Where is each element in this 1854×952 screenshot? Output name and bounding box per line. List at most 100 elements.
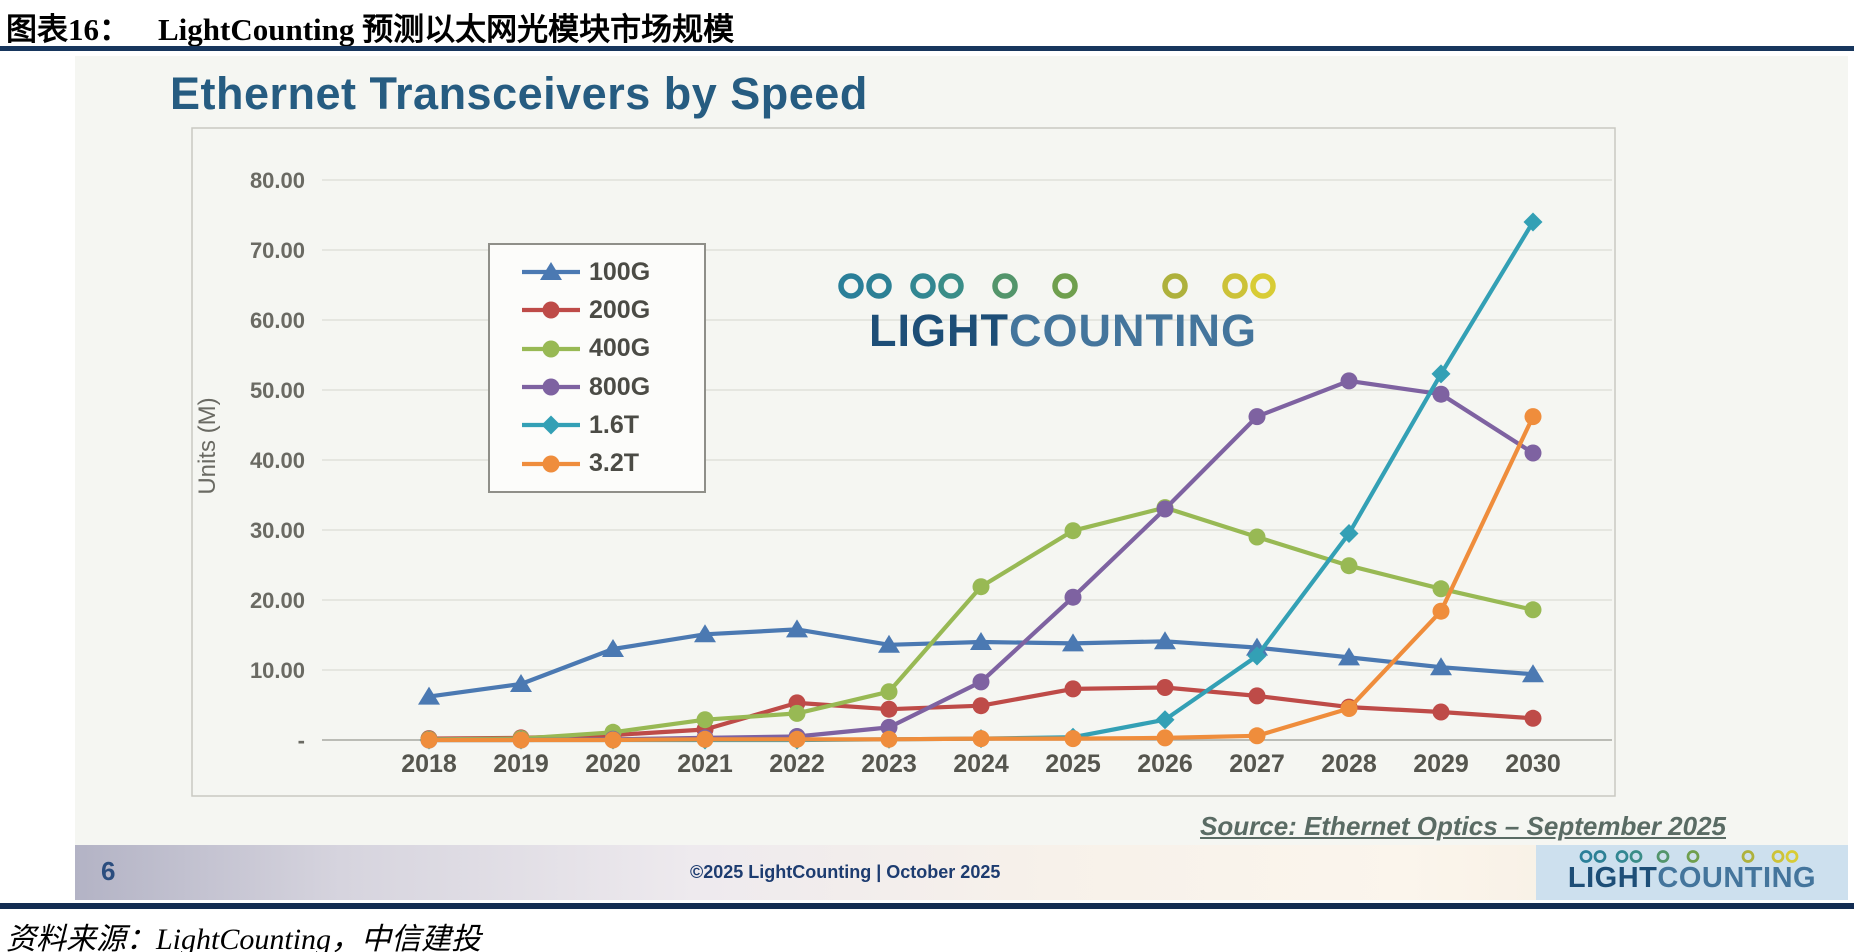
data-point	[542, 455, 560, 473]
data-point	[1154, 631, 1176, 650]
data-point	[1248, 687, 1266, 705]
legend-marker-icon	[522, 378, 580, 396]
data-point	[788, 730, 806, 748]
logo-counting-text: COUNTING	[1008, 305, 1257, 356]
lightcounting-chain-icon	[1574, 850, 1810, 863]
legend-label: 200G	[589, 295, 651, 324]
data-point	[972, 578, 990, 596]
data-point	[418, 686, 440, 705]
x-tick-label: 2019	[493, 750, 549, 778]
data-point	[696, 730, 714, 748]
data-point	[880, 730, 898, 748]
data-point	[880, 700, 898, 718]
data-point	[1522, 664, 1544, 683]
page-number: 6	[101, 856, 116, 886]
data-point	[972, 697, 990, 715]
data-point	[1156, 500, 1174, 518]
data-point	[1064, 680, 1082, 698]
footer-lightcounting-logo: LIGHTCOUNTING	[1536, 845, 1848, 900]
legend-label: 800G	[589, 372, 651, 401]
x-tick-label: 2023	[861, 750, 917, 778]
x-tick-label: 2026	[1137, 750, 1193, 778]
data-point	[1064, 522, 1082, 540]
data-point	[786, 619, 808, 638]
data-point	[1432, 580, 1450, 598]
data-point	[541, 415, 561, 435]
lightcounting-chain-icon	[827, 273, 1299, 299]
series-100G	[418, 619, 1544, 705]
chart-legend: 100G 200G 400G 800G 1.6T 3.2T	[488, 243, 706, 493]
data-point	[1431, 364, 1451, 384]
data-point	[1432, 385, 1450, 403]
data-point	[1524, 444, 1542, 462]
legend-item-100G: 100G	[520, 254, 704, 290]
x-tick-label: 2029	[1413, 750, 1469, 778]
y-tick-label: 50.00	[250, 378, 305, 403]
y-tick-label: 20.00	[250, 588, 305, 613]
y-axis-title: Units (M)	[194, 397, 221, 494]
data-point	[1155, 710, 1175, 730]
y-tick-label: -	[298, 728, 305, 753]
lightcounting-logo: LIGHTCOUNTING	[823, 269, 1303, 353]
legend-label: 100G	[589, 257, 651, 286]
data-point	[1432, 602, 1450, 620]
data-point	[1248, 727, 1266, 745]
legend-label: 400G	[589, 334, 651, 363]
data-point	[1430, 657, 1452, 676]
header-divider	[0, 46, 1854, 51]
data-point	[542, 378, 560, 396]
legend-marker-icon	[522, 340, 580, 358]
data-point	[788, 704, 806, 722]
data-point	[972, 673, 990, 691]
line-chart: 80.00 70.00 60.00 50.00 40.00 30.00 20.00 10.00…	[191, 127, 1616, 797]
data-point	[1340, 372, 1358, 390]
series-3.2T	[420, 408, 1542, 749]
y-tick-label: 40.00	[250, 448, 305, 473]
bottom-divider	[0, 903, 1854, 909]
figure-label: 图表16：	[6, 12, 130, 47]
data-point	[1156, 729, 1174, 747]
chart-title: Ethernet Transceivers by Speed	[170, 68, 868, 119]
y-tick-label: 70.00	[250, 238, 305, 263]
x-tick-label: 2028	[1321, 750, 1377, 778]
x-tick-label: 2018	[401, 750, 457, 778]
data-point	[420, 731, 438, 749]
legend-item-3.2T: 3.2T	[520, 446, 704, 482]
copyright-text: ©2025 LightCounting | October 2025	[690, 862, 1001, 882]
data-point	[602, 639, 624, 657]
data-point	[696, 711, 714, 729]
source-note: Source: Ethernet Optics – September 2025	[1200, 811, 1726, 841]
x-tick-label: 2021	[677, 750, 733, 778]
slide-image: Ethernet Transceivers by Speed 80.00 70.0…	[75, 56, 1848, 900]
data-point	[1524, 709, 1542, 727]
y-tick-label: 60.00	[250, 308, 305, 333]
data-point	[1524, 408, 1542, 426]
data-point	[880, 718, 898, 736]
data-point	[1340, 557, 1358, 575]
data-point	[542, 301, 560, 319]
legend-item-1.6T: 1.6T	[520, 407, 704, 443]
data-point	[1062, 633, 1084, 652]
data-point	[540, 262, 562, 281]
data-point	[1338, 647, 1360, 666]
x-tick-label: 2020	[585, 750, 641, 778]
data-point	[510, 674, 532, 692]
x-tick-label: 2024	[953, 750, 1009, 778]
lightcounting-wordmark: LIGHTCOUNTING	[1536, 864, 1848, 893]
legend-marker-icon	[522, 455, 580, 473]
data-point	[512, 731, 530, 749]
data-point	[972, 730, 990, 748]
legend-item-200G: 200G	[520, 292, 704, 328]
plot-frame	[191, 127, 1616, 797]
data-point	[1523, 212, 1543, 232]
source-footnote: 资料来源：LightCounting，中信建投	[6, 923, 482, 952]
data-point	[970, 632, 992, 650]
x-tick-label: 2030	[1505, 750, 1561, 778]
data-point	[1339, 524, 1359, 543]
data-point	[1064, 730, 1082, 748]
figure-caption: 图表16： LightCounting 预测以太网光模块市场规模	[6, 4, 734, 49]
data-point	[1432, 703, 1450, 721]
data-point	[1340, 700, 1358, 717]
data-point	[880, 683, 898, 701]
y-tick-label: 10.00	[250, 658, 305, 683]
